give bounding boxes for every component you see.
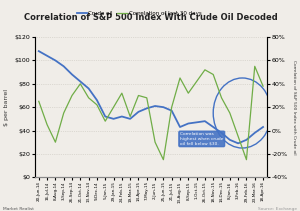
Crude oil (228, 139, 232, 141)
Text: Correlation was
highest when crude
oil fell below $30.: Correlation was highest when crude oil f… (180, 132, 224, 146)
Crude oil (236, 142, 240, 145)
Text: Market Realist: Market Realist (3, 207, 34, 211)
Crude oil (187, 122, 190, 125)
Correlation of last 30 days (112, 106, 115, 108)
Crude oil (162, 106, 165, 108)
Correlation of last 30 days (70, 94, 74, 97)
Correlation of last 30 days (137, 94, 140, 97)
Legend: Crude oil, Correlation of last 30 days: Crude oil, Correlation of last 30 days (75, 9, 204, 19)
Correlation of last 30 days (162, 158, 165, 161)
Correlation of last 30 days (37, 100, 40, 103)
Crude oil (178, 126, 182, 128)
Crude oil (244, 139, 248, 141)
Correlation of last 30 days (62, 112, 65, 114)
Line: Crude oil: Crude oil (39, 51, 263, 143)
Correlation of last 30 days (79, 83, 82, 85)
Crude oil (203, 120, 207, 122)
Correlation of last 30 days (45, 123, 49, 126)
Title: Correlation of S&P 500 Index With Crude Oil Decoded: Correlation of S&P 500 Index With Crude … (24, 14, 278, 22)
Y-axis label: Correlation of S&P 500 Index with Crude oil: Correlation of S&P 500 Index with Crude … (292, 60, 296, 154)
Correlation of last 30 days (236, 135, 240, 138)
Correlation of last 30 days (128, 115, 132, 118)
Correlation of last 30 days (153, 141, 157, 143)
Crude oil (212, 126, 215, 128)
Correlation of last 30 days (203, 69, 207, 71)
Correlation of last 30 days (253, 65, 256, 68)
Crude oil (128, 118, 132, 120)
Crude oil (153, 105, 157, 107)
Correlation of last 30 days (228, 112, 232, 114)
Crude oil (37, 50, 40, 52)
Correlation of last 30 days (261, 85, 265, 87)
Crude oil (70, 73, 74, 76)
Crude oil (220, 132, 223, 134)
Crude oil (103, 115, 107, 118)
Crude oil (253, 132, 256, 134)
Correlation of last 30 days (178, 77, 182, 79)
Correlation of last 30 days (195, 80, 198, 83)
Correlation of last 30 days (212, 73, 215, 76)
Correlation of last 30 days (170, 106, 173, 108)
Crude oil (120, 115, 124, 118)
Crude oil (170, 109, 173, 112)
Crude oil (112, 118, 115, 120)
Correlation of last 30 days (220, 97, 223, 99)
Crude oil (54, 59, 57, 62)
Crude oil (45, 54, 49, 57)
Crude oil (137, 111, 140, 113)
Crude oil (87, 87, 90, 90)
Correlation of last 30 days (95, 104, 99, 106)
Y-axis label: $ per barrel: $ per barrel (4, 89, 9, 126)
Crude oil (145, 107, 148, 110)
Correlation of last 30 days (103, 120, 107, 122)
Correlation of last 30 days (244, 158, 248, 161)
Text: Source: Exchange: Source: Exchange (258, 207, 297, 211)
Crude oil (95, 99, 99, 101)
Crude oil (195, 121, 198, 124)
Correlation of last 30 days (54, 141, 57, 143)
Correlation of last 30 days (120, 92, 124, 95)
Correlation of last 30 days (87, 97, 90, 99)
Correlation of last 30 days (187, 92, 190, 95)
Correlation of last 30 days (145, 97, 148, 99)
Crude oil (261, 126, 265, 128)
Crude oil (62, 65, 65, 68)
Crude oil (79, 80, 82, 83)
Line: Correlation of last 30 days: Correlation of last 30 days (39, 66, 263, 160)
